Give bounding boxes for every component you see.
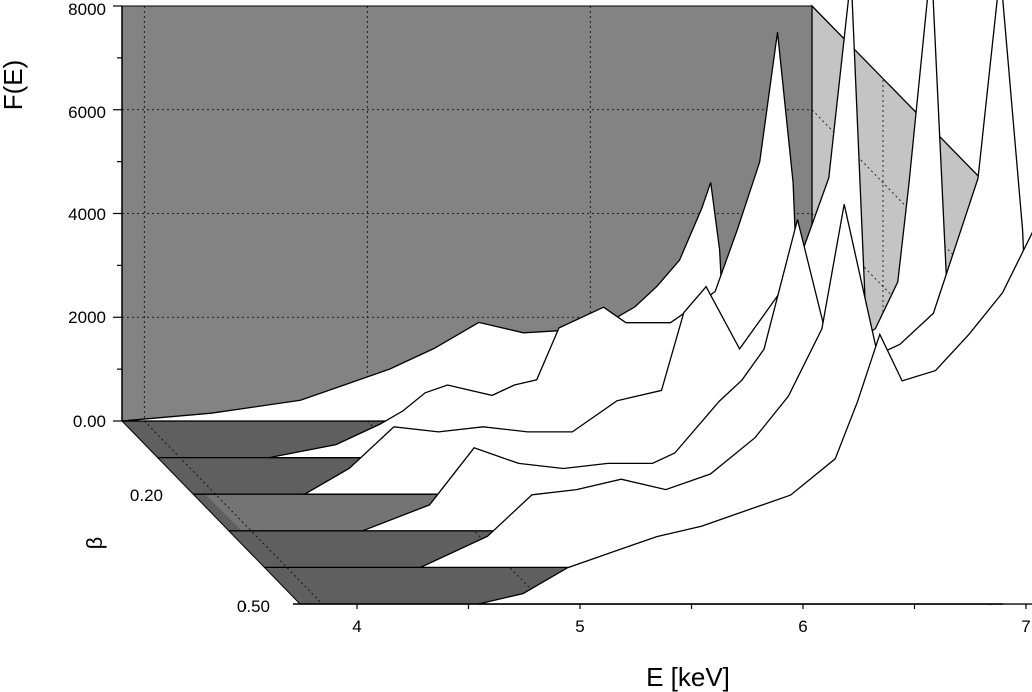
series-curve <box>268 32 805 459</box>
x-tick-label: 6 <box>798 617 807 636</box>
x-axis-title: E [keV] <box>646 662 730 692</box>
z-tick-label: 0.20 <box>130 486 163 505</box>
z-tick-label: 0.50 <box>237 597 270 616</box>
y-tick-label: 6000 <box>68 103 106 122</box>
y-tick-label: 2000 <box>68 308 106 327</box>
y-tick-label: 4000 <box>68 205 106 224</box>
series-curve <box>478 231 1032 605</box>
axis-ticks <box>113 5 1027 609</box>
y-tick-label: 8000 <box>68 0 106 19</box>
z-axis-title: β <box>82 537 107 550</box>
x-tick-label: 5 <box>575 617 584 636</box>
x-tick-label: 4 <box>352 617 361 636</box>
y-axis-title: F(E) <box>0 60 28 111</box>
x-tick-label: 7 <box>1021 617 1030 636</box>
y-tick-label: 0.00 <box>73 412 106 431</box>
series-curve <box>302 0 875 495</box>
